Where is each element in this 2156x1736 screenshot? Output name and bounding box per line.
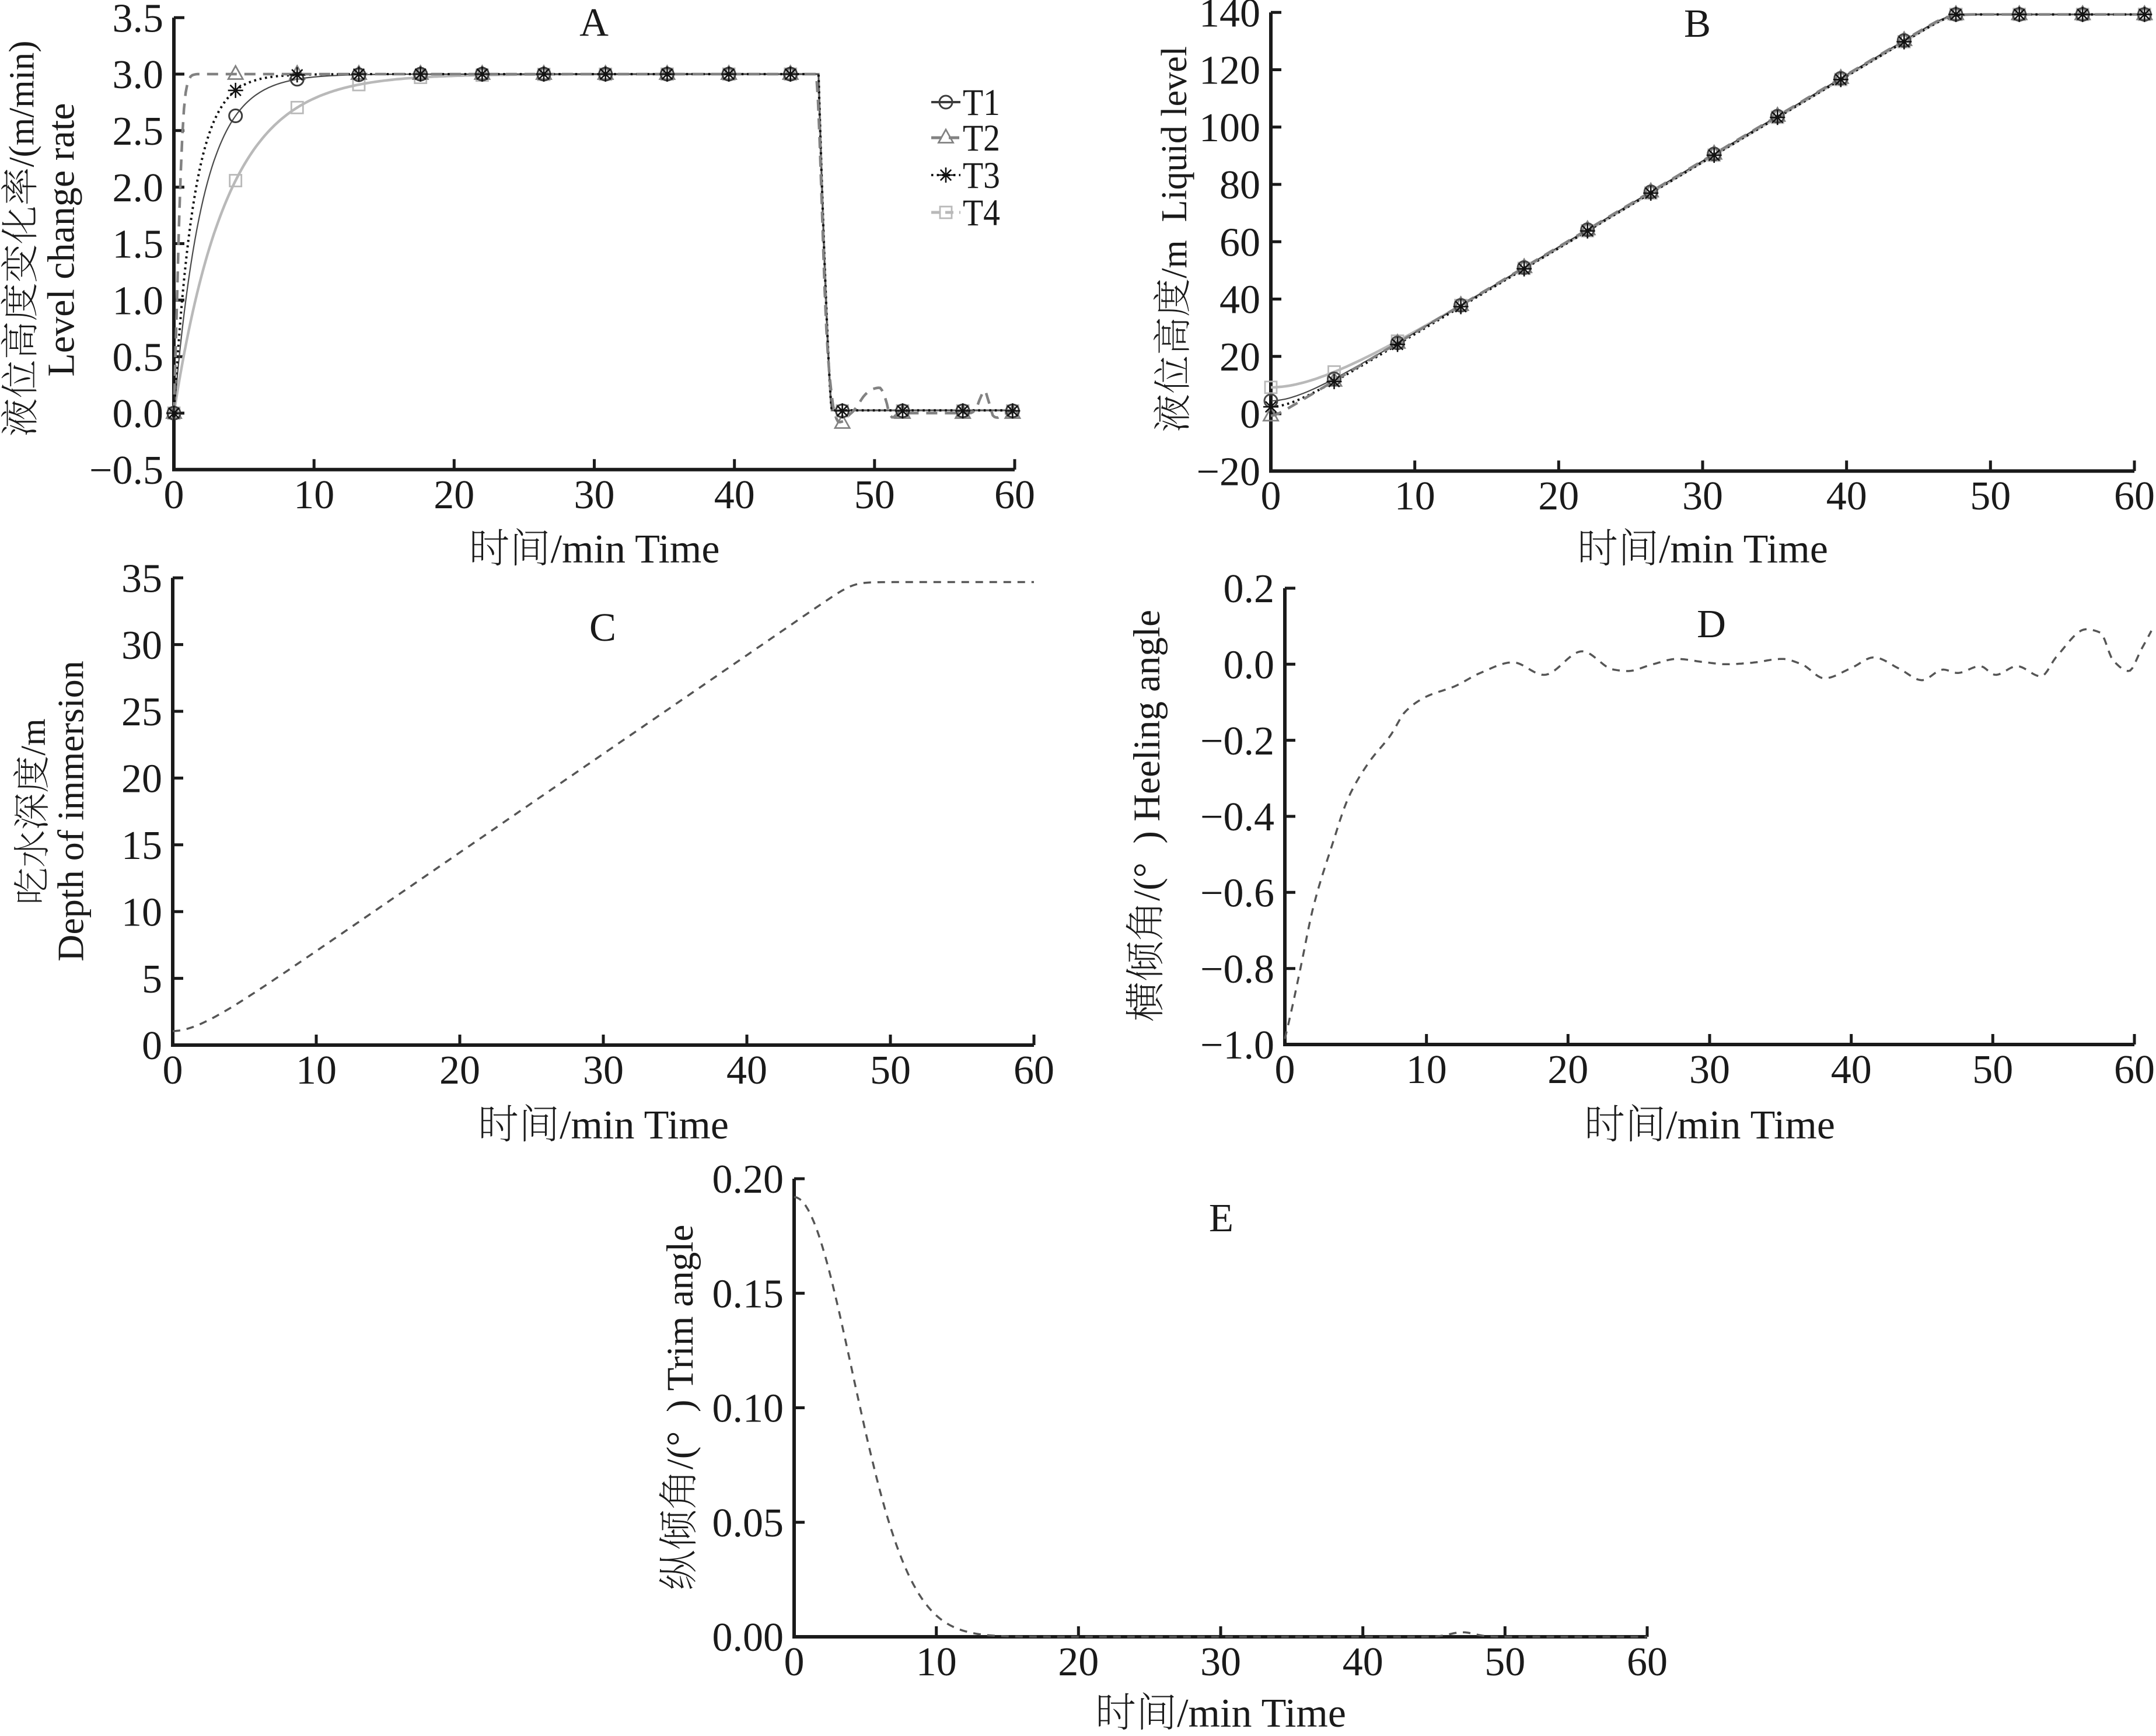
svg-text:3.0: 3.0 (113, 53, 164, 97)
svg-text:−1.0: −1.0 (1200, 1023, 1274, 1068)
svg-text:50: 50 (870, 1048, 911, 1093)
svg-text:40: 40 (714, 473, 755, 518)
svg-text:60: 60 (2114, 474, 2155, 519)
svg-text:0.2: 0.2 (1224, 567, 1275, 612)
svg-text:10: 10 (293, 473, 334, 518)
svg-text:−0.4: −0.4 (1200, 795, 1274, 840)
svg-text:−20: −20 (1197, 449, 1260, 494)
svg-text:50: 50 (854, 473, 895, 518)
svg-text:30: 30 (583, 1048, 624, 1093)
svg-text:0.20: 0.20 (712, 1157, 784, 1202)
svg-text:2.0: 2.0 (113, 166, 164, 211)
svg-text:20: 20 (434, 473, 474, 518)
svg-text:0.0: 0.0 (113, 392, 164, 436)
svg-text:10: 10 (916, 1640, 957, 1685)
svg-text:−0.6: −0.6 (1200, 871, 1274, 916)
svg-text:30: 30 (1200, 1640, 1241, 1685)
svg-text:B: B (1684, 1, 1711, 46)
svg-text:40: 40 (1219, 278, 1260, 323)
svg-text:60: 60 (1014, 1048, 1054, 1093)
svg-text:0: 0 (784, 1640, 805, 1685)
svg-text:30: 30 (121, 623, 162, 668)
svg-text:20: 20 (121, 757, 162, 802)
svg-text:0.0: 0.0 (1224, 643, 1275, 688)
svg-text:0: 0 (1261, 474, 1281, 519)
svg-text:T2: T2 (963, 117, 1000, 159)
svg-text:0.00: 0.00 (712, 1615, 784, 1660)
svg-text:25: 25 (121, 690, 162, 735)
svg-text:/m: /m (14, 718, 53, 755)
svg-text:3.5: 3.5 (113, 0, 164, 41)
svg-text:C: C (589, 605, 616, 649)
svg-text:0.05: 0.05 (712, 1501, 784, 1546)
svg-text:20: 20 (439, 1048, 480, 1093)
svg-text:20: 20 (1219, 335, 1260, 380)
svg-text:20: 20 (1547, 1047, 1588, 1092)
svg-text:20: 20 (1538, 474, 1579, 519)
svg-text:0: 0 (1240, 392, 1260, 437)
svg-text:/(m/min): /(m/min) (3, 41, 42, 167)
svg-text:40: 40 (726, 1048, 767, 1093)
svg-text:2.5: 2.5 (113, 109, 164, 154)
svg-text:D: D (1697, 602, 1726, 646)
svg-text:100: 100 (1199, 106, 1260, 151)
svg-text:120: 120 (1199, 48, 1260, 93)
svg-text:Depth of immersion: Depth of immersion (50, 661, 92, 961)
svg-text:10: 10 (1406, 1047, 1447, 1092)
svg-text:50: 50 (1972, 1047, 2013, 1092)
svg-text:140: 140 (1199, 0, 1260, 36)
svg-text:40: 40 (1343, 1640, 1383, 1685)
svg-text:0: 0 (164, 473, 184, 518)
svg-text:60: 60 (2114, 1047, 2155, 1092)
svg-text:A: A (579, 0, 609, 44)
svg-text:/min Time: /min Time (1666, 1103, 1835, 1148)
svg-text:/min Time: /min Time (1177, 1691, 1346, 1736)
svg-text:15: 15 (121, 823, 162, 868)
svg-text:/m Liquid level: /m Liquid level (1155, 46, 1194, 278)
svg-text:10: 10 (121, 890, 162, 935)
svg-text:/(° ) Trim angle: /(° ) Trim angle (659, 1225, 701, 1470)
svg-text:20: 20 (1058, 1640, 1099, 1685)
svg-text:30: 30 (574, 473, 615, 518)
svg-text:0.15: 0.15 (712, 1272, 784, 1316)
svg-text:Level change rate: Level change rate (40, 103, 82, 376)
svg-text:1.5: 1.5 (113, 222, 164, 267)
svg-text:−0.5: −0.5 (89, 448, 163, 493)
svg-text:10: 10 (296, 1048, 337, 1093)
svg-text:40: 40 (1831, 1047, 1872, 1092)
svg-text:T4: T4 (963, 192, 1000, 234)
svg-text:60: 60 (1219, 220, 1260, 265)
svg-text:10: 10 (1395, 474, 1435, 519)
svg-text:5: 5 (142, 957, 162, 1002)
svg-text:1.0: 1.0 (113, 279, 164, 324)
svg-text:/(° ) Heeling angle: /(° ) Heeling angle (1126, 610, 1168, 901)
svg-text:30: 30 (1682, 474, 1723, 519)
svg-text:0: 0 (163, 1048, 183, 1093)
svg-text:0.5: 0.5 (113, 335, 164, 380)
svg-text:50: 50 (1970, 474, 2011, 519)
svg-text:/min Time: /min Time (1659, 527, 1828, 572)
svg-text:80: 80 (1219, 163, 1260, 208)
svg-text:50: 50 (1484, 1640, 1525, 1685)
svg-text:−0.8: −0.8 (1200, 947, 1274, 992)
svg-text:30: 30 (1689, 1047, 1730, 1092)
svg-text:0: 0 (142, 1024, 162, 1068)
svg-text:60: 60 (1627, 1640, 1668, 1685)
svg-text:40: 40 (1826, 474, 1867, 519)
svg-text:0: 0 (1275, 1047, 1295, 1092)
svg-text:0.10: 0.10 (712, 1386, 784, 1431)
svg-text:T1: T1 (963, 82, 1000, 124)
svg-text:/min Time: /min Time (551, 527, 720, 572)
svg-text:E: E (1209, 1196, 1234, 1240)
svg-text:60: 60 (994, 473, 1035, 518)
svg-text:/min Time: /min Time (560, 1103, 729, 1148)
svg-text:35: 35 (121, 556, 162, 601)
svg-text:−0.2: −0.2 (1200, 719, 1274, 764)
svg-text:T3: T3 (963, 155, 1000, 197)
